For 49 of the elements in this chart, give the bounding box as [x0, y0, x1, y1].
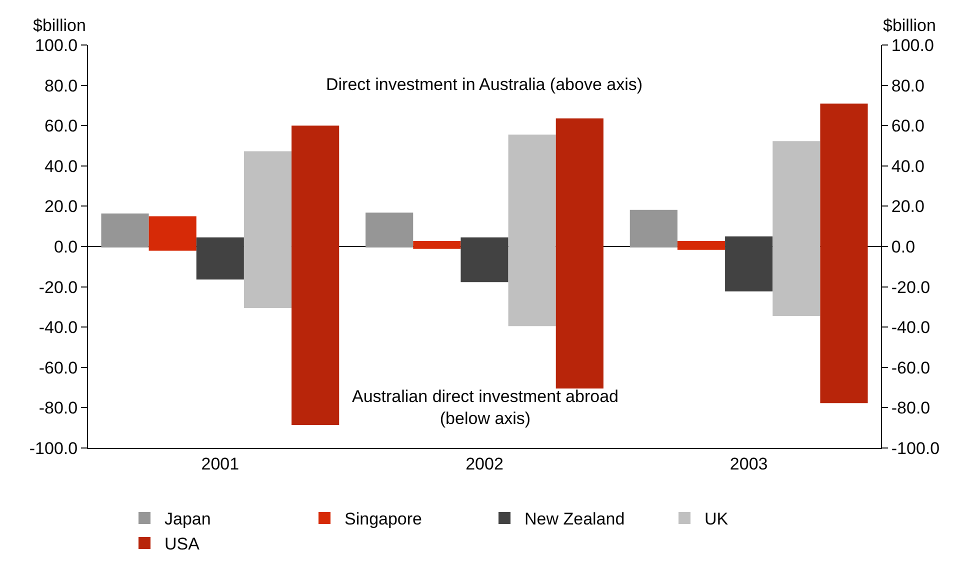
- bar: [630, 210, 678, 248]
- y-tick-label: -40.0: [38, 318, 78, 338]
- y-tick-label: 40.0: [44, 156, 78, 176]
- x-tick-label: 2002: [466, 454, 504, 474]
- legend-label: Singapore: [344, 510, 422, 529]
- y2-tick-label: 80.0: [891, 76, 924, 96]
- bar: [196, 237, 244, 280]
- y-tick-label: -80.0: [38, 398, 78, 418]
- y2-tick-label: -80.0: [891, 398, 930, 418]
- bar: [820, 104, 868, 404]
- bar: [413, 241, 461, 249]
- y2-tick-label: 40.0: [891, 156, 924, 176]
- bar: [292, 126, 340, 426]
- bar: [725, 236, 773, 292]
- y-tick-label: 60.0: [44, 116, 78, 136]
- legend-label: USA: [164, 534, 200, 554]
- y-tick-label: -60.0: [38, 358, 78, 378]
- bar: [772, 141, 820, 316]
- y2-axis-title: $billion: [883, 16, 936, 35]
- y-axis-title: $billion: [33, 16, 86, 35]
- bar: [366, 212, 414, 248]
- legend-label: UK: [704, 510, 729, 529]
- annotation: Direct investment in Australia (above axis): [326, 75, 643, 94]
- bar: [244, 151, 292, 308]
- annotation: Australian direct investment abroad (below axis): [352, 387, 618, 428]
- legend-label: Japan: [164, 510, 211, 529]
- y2-tick-label: 60.0: [891, 116, 924, 136]
- y-tick-label: 100.0: [35, 36, 78, 55]
- y2-tick-label: -100.0: [891, 438, 940, 458]
- bar: [460, 237, 508, 282]
- bar: [556, 118, 604, 389]
- y2-tick-label: 0.0: [891, 237, 916, 256]
- bar: [148, 216, 196, 251]
- y2-tick-label: -60.0: [891, 358, 930, 378]
- x-tick-label: 2003: [730, 454, 768, 474]
- y2-tick-label: 20.0: [891, 197, 924, 216]
- y2-tick-label: -40.0: [891, 318, 930, 338]
- bar: [101, 213, 149, 248]
- y-tick-label: 20.0: [44, 197, 78, 216]
- y2-tick-label: 100.0: [891, 36, 934, 55]
- x-tick-label: 2001: [201, 454, 240, 474]
- y-tick-label: -100.0: [29, 438, 78, 458]
- y2-tick-label: -20.0: [891, 278, 930, 297]
- bar: [677, 241, 726, 250]
- y-tick-label: 80.0: [44, 76, 78, 96]
- bar: [508, 134, 556, 326]
- legend-label: New Zealand: [524, 510, 625, 529]
- y-tick-label: -20.0: [38, 278, 78, 297]
- y-tick-label: 0.0: [54, 237, 78, 256]
